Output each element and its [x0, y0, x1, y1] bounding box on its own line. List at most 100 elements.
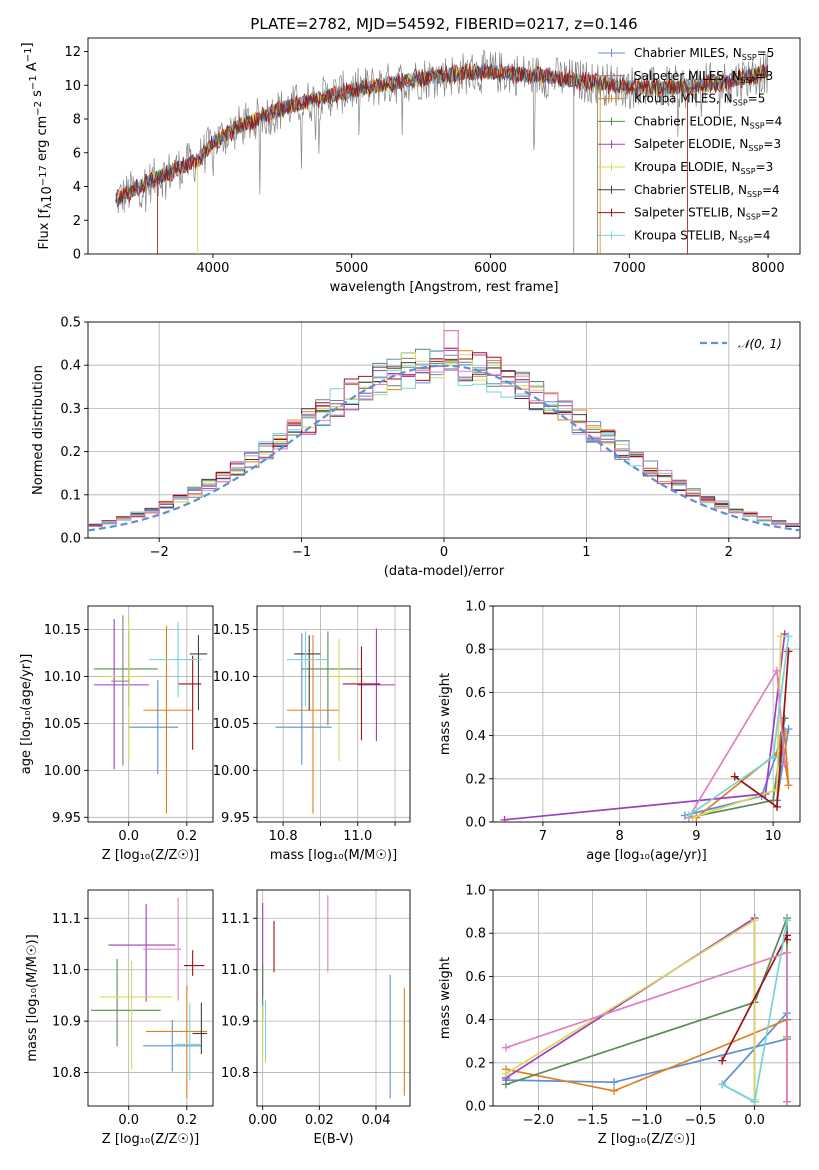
- legend-entry: Chabrier MILES, NSSP=5: [634, 46, 774, 62]
- data-point-marker: [784, 632, 793, 641]
- x-axis-label: (data-model)/error: [384, 564, 505, 579]
- histogram-spike: [443, 330, 459, 374]
- histograms: [88, 330, 800, 532]
- data-point-marker: [610, 1078, 619, 1087]
- y-tick-label: 10.8: [221, 1066, 250, 1081]
- legend-sub: SSP: [748, 144, 763, 153]
- x-tick-label: −2.0: [523, 1113, 555, 1128]
- errorbars: [90, 897, 208, 1099]
- legend-label: Chabrier MILES, N: [634, 46, 742, 60]
- data-point-marker: [783, 1097, 792, 1106]
- y-axis-label: mass weight: [438, 957, 453, 1039]
- y-tick-label: 1.0: [465, 600, 486, 615]
- spectrum-line-8: [115, 63, 769, 205]
- y-tick-label: 0.0: [465, 1100, 486, 1115]
- x-tick-label: 0.0: [118, 829, 139, 844]
- legend-label: Kroupa MILES, N: [634, 92, 733, 106]
- y-tick-label: 0.4: [60, 359, 81, 374]
- data-point-marker: [501, 1043, 510, 1052]
- legend-label: Salpeter STELIB, N: [634, 206, 746, 220]
- series-lines: [501, 914, 792, 1106]
- legend-sub: SSP: [746, 213, 761, 222]
- x-tick-label: −1.5: [577, 1113, 609, 1128]
- x-tick-label: 5000: [335, 261, 368, 276]
- y-tick-label: 0: [73, 248, 81, 263]
- y-tick-label: 10.00: [44, 764, 81, 779]
- y-label-part: 10: [40, 186, 55, 203]
- y-tick-label: 10.15: [213, 623, 250, 638]
- y-tick-label: 4: [73, 180, 81, 195]
- x-tick-label: 0.0: [118, 1113, 139, 1128]
- y-tick-label: 0.6: [465, 686, 486, 701]
- errorbars: [262, 895, 405, 1099]
- legend-sub: SSP: [741, 76, 756, 85]
- legend-label: Chabrier ELODIE, N: [634, 114, 750, 128]
- y-tick-label: 10: [64, 79, 81, 94]
- errorbars: [93, 615, 208, 814]
- axes-frame: [87, 889, 214, 1107]
- y-tick-label: 0.1: [60, 488, 81, 503]
- y-tick-label: 9.95: [52, 811, 81, 826]
- y-label-part: ]: [20, 42, 35, 47]
- y-tick-label: 11.0: [221, 963, 250, 978]
- y-tick-label: 0.2: [465, 772, 486, 787]
- y-axis-label: Normed distribution: [31, 365, 46, 495]
- legend-label: Kroupa STELIB, N: [634, 228, 738, 242]
- legend-sub: SSP: [750, 121, 765, 130]
- y-tick-label: 0.2: [60, 445, 81, 460]
- y-label-part: s: [30, 90, 45, 101]
- x-tick-label: 7: [539, 829, 547, 844]
- y-tick-label: 10.05: [213, 717, 250, 732]
- legend-sub: SSP: [733, 99, 748, 108]
- axes-frame: [256, 889, 411, 1107]
- data-point-marker: [750, 1097, 759, 1106]
- x-tick-label: 0.2: [176, 1113, 197, 1128]
- y-label-part: A: [25, 62, 40, 75]
- y-label-part: −1: [28, 75, 39, 90]
- x-tick-label: 0: [440, 545, 448, 560]
- axes-frame: [256, 605, 411, 823]
- y-axis-label: age [log₁₀(age/yr)]: [19, 654, 34, 775]
- y-tick-label: 0.8: [465, 643, 486, 658]
- axes-mass_vs_Z: 0.0 0.2 10.8 10.9 11.0 11.1 Z [log₁₀(Z/Z☉)] mas…: [25, 889, 214, 1147]
- legend-entry: Chabrier ELODIE, NSSP=4: [634, 114, 782, 130]
- legend-value: =3: [756, 160, 774, 174]
- spectrum-lines: [115, 49, 769, 254]
- legend-entry: 𝒩(0, 1): [738, 337, 782, 351]
- data-point-marker: [718, 1056, 727, 1065]
- x-tick-label: 0.04: [362, 1113, 391, 1128]
- y-tick-label: 0.0: [60, 532, 81, 547]
- y-tick-label: 10.05: [44, 717, 81, 732]
- y-label-part: −2: [33, 101, 44, 116]
- x-tick-label: 2: [725, 545, 733, 560]
- x-tick-label: 8: [615, 829, 623, 844]
- y-label-part: λ: [43, 203, 54, 209]
- legend-value: =3: [763, 137, 781, 151]
- y-tick-label: 11.0: [52, 963, 81, 978]
- x-tick-label: 1: [582, 545, 590, 560]
- legend-entry: Kroupa STELIB, NSSP=4: [634, 228, 771, 244]
- x-axis-label: Z [log₁₀(Z/Z☉)]: [598, 1132, 695, 1147]
- legend-entry: Salpeter ELODIE, NSSP=3: [634, 137, 781, 153]
- x-tick-label: 6000: [474, 261, 507, 276]
- x-tick-label: 0.00: [248, 1113, 277, 1128]
- x-tick-label: 7000: [613, 261, 646, 276]
- data-point-marker: [610, 1086, 619, 1095]
- data-point-marker: [784, 725, 793, 734]
- axes-residuals: −2 −1 0 1 2 0.0 0.1 0.2 0.3 0.4 0.5 (data-model)/er…: [31, 316, 801, 579]
- legend-label: Salpeter MILES, N: [634, 69, 741, 83]
- data-point-marker: [769, 796, 778, 805]
- axes-massweight_vs_age: 7 8 9 10 0.0 0.2 0.4 0.6 0.8 1.0 age [log₁₀(age/yr…: [438, 600, 801, 863]
- x-tick-label: 9: [692, 829, 700, 844]
- gaussian-curve: [88, 364, 800, 532]
- y-axis-label: Flux [fλ10−17 erg cm−2 s−1 A−1]: [20, 42, 55, 249]
- legend-entry: Kroupa MILES, NSSP=5: [634, 92, 765, 108]
- legend-label: Chabrier STELIB, N: [634, 183, 747, 197]
- axes-frame: [87, 37, 801, 255]
- data-point-marker: [783, 916, 792, 925]
- x-tick-label: 8000: [752, 261, 785, 276]
- data-point-marker: [501, 1069, 510, 1078]
- x-tick-label: −1: [292, 545, 311, 560]
- y-axis-label: mass [log₁₀(M/M☉)]: [25, 934, 40, 1061]
